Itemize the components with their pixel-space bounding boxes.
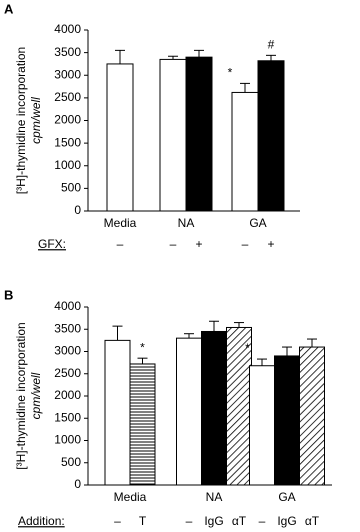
y-tick-label: 0 (74, 477, 81, 491)
error-bar (307, 338, 317, 348)
y-tick-label: 3500 (54, 321, 81, 335)
error-bar (115, 49, 125, 64)
error-bar (137, 357, 148, 364)
y-tick-label: 2500 (54, 90, 81, 104)
panel-label: B (4, 287, 13, 302)
treatment-label: + (267, 237, 274, 251)
bar (226, 326, 252, 486)
panel-label: A (4, 1, 14, 16)
y-tick-label: 2500 (54, 366, 81, 380)
significance-marker: * (245, 341, 250, 355)
y-tick-label: 1500 (54, 135, 81, 149)
y-tick-label: 2000 (54, 113, 81, 127)
bar (159, 58, 187, 212)
significance-marker: # (268, 38, 275, 52)
treatment-label: – (259, 514, 266, 528)
y-tick-label: 1500 (54, 410, 81, 424)
bar (299, 346, 325, 486)
error-bar (112, 325, 123, 341)
y-tick-label: 3500 (54, 45, 81, 59)
treatment-label: – (242, 237, 249, 251)
bar (274, 355, 300, 486)
y-tick-label: 2000 (54, 388, 81, 402)
y-tick-label: 500 (61, 455, 81, 469)
treatment-row-label: Addition: (18, 514, 65, 528)
error-bar (266, 54, 276, 61)
treatment-label: αT (305, 514, 320, 528)
bar (231, 91, 259, 212)
y-tick-label: 500 (61, 181, 81, 195)
treatment-label: – (186, 514, 193, 528)
x-tick-label: Media (104, 216, 137, 230)
treatment-label: – (114, 514, 121, 528)
x-tick-label: Media (114, 490, 147, 504)
error-bar (194, 49, 204, 58)
y-axis-unit: cpm/well (29, 97, 43, 144)
y-axis-unit: cpm/well (29, 372, 43, 419)
x-tick-label: NA (178, 216, 195, 230)
bar (257, 60, 285, 212)
treatment-row-label: GFX: (38, 237, 66, 251)
x-tick-label: GA (278, 490, 295, 504)
treatment-label: – (170, 237, 177, 251)
significance-marker: * (228, 66, 233, 80)
bar (185, 56, 213, 212)
x-tick-label: GA (249, 216, 266, 230)
bar (106, 63, 134, 212)
y-tick-label: 1000 (54, 158, 81, 172)
x-tick-label: NA (206, 490, 223, 504)
error-bar (240, 82, 250, 93)
treatment-label: IgG (204, 514, 223, 528)
bar (201, 330, 227, 486)
y-tick-label: 1000 (54, 433, 81, 447)
error-bar (257, 358, 267, 366)
bar (249, 365, 275, 486)
significance-marker: * (140, 340, 145, 354)
y-axis-label: [³H]-thymidine incorporation (14, 47, 28, 194)
treatment-label: – (117, 237, 124, 251)
error-bar (209, 320, 219, 332)
y-tick-label: 4000 (54, 22, 81, 36)
error-bar (282, 346, 292, 356)
y-tick-label: 0 (74, 203, 81, 217)
y-tick-label: 3000 (54, 67, 81, 81)
error-bar (168, 55, 178, 60)
bar (176, 337, 202, 486)
y-tick-label: 4000 (54, 299, 81, 313)
error-bar (234, 322, 244, 328)
y-tick-label: 3000 (54, 344, 81, 358)
error-bar (184, 333, 194, 339)
bar (104, 339, 131, 486)
treatment-label: IgG (277, 514, 296, 528)
bar (129, 363, 156, 486)
y-axis-label: [³H]-thymidine incorporation (14, 322, 28, 469)
treatment-label: + (195, 237, 202, 251)
treatment-label: αT (232, 514, 247, 528)
treatment-label: T (139, 514, 147, 528)
